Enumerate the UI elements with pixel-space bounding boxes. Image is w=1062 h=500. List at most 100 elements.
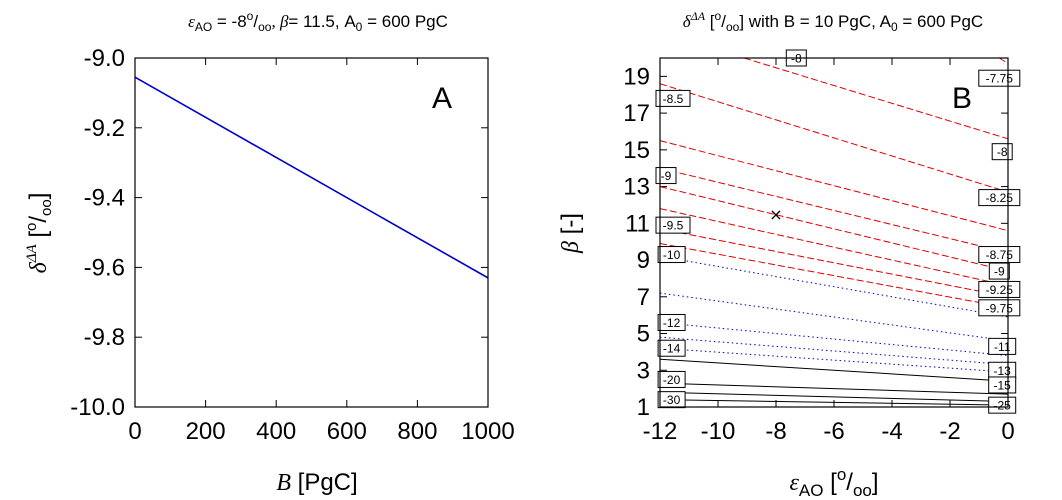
contour-label-text: -25 [994,399,1012,413]
y-tick-label: -9.6 [84,254,125,281]
y-tick-label: 15 [623,137,650,164]
contour-label-box [657,391,686,409]
contour-label-box [991,143,1013,161]
panel-a-title-eps: ε [188,12,195,31]
contour-label: -9 [988,262,1010,280]
panel-b: δΔA [o/oo] with B = 10 PgC, A0 = 600 PgC… [557,9,1021,500]
contour-label: -8.5 [655,89,691,107]
contour-label: -9.25 [978,280,1021,298]
contour-line [659,322,1009,357]
panel-b-title-open: [ [705,12,715,31]
x-tick-label: -8 [765,418,786,445]
contour-label-text: -9 [661,169,672,183]
contour-label-text: -8.75 [986,248,1014,262]
contour-line [659,167,1009,254]
contour-label: -13 [988,361,1017,379]
panel-b-title-sub: oo [726,20,740,34]
panel-b-xlabel-eps: ε [789,470,799,496]
contour-label-text: -9.75 [986,301,1014,315]
panel-a-xlabel-unit: [PgC] [291,469,358,496]
panel-a-title-eps-unit: / [253,12,258,31]
contour-line [659,186,1009,272]
panel-a-title-eps-sub: AO [195,20,212,34]
contour-label: -14 [657,339,686,357]
panel-a-frame [134,57,489,408]
panel-b-title-delta-sup: ΔA [690,9,706,23]
contour-label: -15 [988,376,1017,394]
contour-line [999,57,1009,64]
panel-b-xlabel-close: ] [872,469,879,496]
contour-label: -11 [988,337,1017,355]
panel-a-title-eps-unit-sub: oo [258,20,272,34]
contour-label-box [657,314,686,332]
y-tick-label: 1 [637,394,650,421]
contour-label: -9.5 [655,216,691,234]
contour-line [659,255,1009,318]
contour-label-text: -13 [994,364,1012,378]
contour-label-text: -8.5 [663,92,684,106]
contour-label-text: -10 [663,248,681,262]
contour-label: -8.25 [978,189,1021,207]
y-tick-label: -9.4 [84,185,125,212]
contour-label-text: -9.25 [986,283,1014,297]
contour-label-box [978,69,1021,87]
contour-line [659,399,1009,406]
contour-label-text: -7.75 [986,72,1014,86]
contour-line [659,208,1009,287]
x-tick-label: 400 [256,418,296,445]
series-line [134,76,489,279]
panel-a-title-eps-sup: o [247,9,254,23]
panel-a-ylabel-sup: o [23,223,40,231]
contour-line [659,140,1009,232]
contour-label-box [657,370,686,388]
y-tick-label: 19 [623,63,650,90]
panel-b-ylabel-unit: [-] [557,213,584,241]
contour-label: -10 [657,246,686,264]
contour-label-box [988,337,1017,355]
x-tick-label: -10 [701,418,736,445]
y-tick-label: 3 [637,357,650,384]
panel-a-ylabel-delta: δ [26,261,52,273]
panel-a-title-a-sub: 0 [356,20,363,34]
contour-label-text: -14 [663,342,681,356]
x-tick-label: -4 [881,418,902,445]
panel-b-title-delta: δ [683,12,692,31]
contour-label: -12 [657,314,686,332]
panel-a-title-eps-val: = -8 [212,12,247,31]
panel-b-title-a-val: = 600 PgC [898,12,984,31]
contour-line [659,243,1009,309]
panel-b-title-a-sub: 0 [891,20,898,34]
panel-b-title: δΔA [o/oo] with B = 10 PgC, A0 = 600 PgC [683,9,983,34]
contour-label: -8.75 [978,246,1021,264]
panel-a-ylabel-close: ] [25,193,52,200]
contour-label-text: -11 [994,340,1011,354]
contour-line [659,292,1009,342]
x-tick-label: 800 [397,418,437,445]
contour-label-box [988,376,1017,394]
panel-a-tick-labels: 0 200 400 600 800 1000 -9.0 -9.2 -9.4 -9.6 -9.8 -10… [70,45,514,445]
panel-b-letter: B [952,82,972,115]
contour-label-text: -12 [663,316,681,330]
panel-a-ylabel-slash: / [25,216,52,223]
marker-cross: × [769,205,782,224]
panel-b-xlabel-eps-sub: AO [799,481,824,500]
y-tick-label: 17 [623,100,650,127]
panel-b-ylabel-beta: β [558,241,584,254]
contour-label-text: -8 [997,145,1008,159]
y-tick-label: 9 [637,247,650,274]
contour-line [659,347,1009,373]
panel-a-letter: A [432,82,452,115]
contour-label-text: -30 [663,393,681,407]
panel-b-xlabel-sup: o [837,465,846,484]
contour-label-box [655,167,677,185]
x-tick-label: -2 [939,418,960,445]
contour-label-box [657,339,686,357]
contour-label-box [988,396,1017,414]
contour-label: -30 [657,391,686,409]
panel-b-xlabel-sub: oo [853,481,872,500]
contour-line [659,83,1009,193]
y-tick-label: 11 [625,210,650,237]
y-tick-label: 7 [637,284,650,311]
